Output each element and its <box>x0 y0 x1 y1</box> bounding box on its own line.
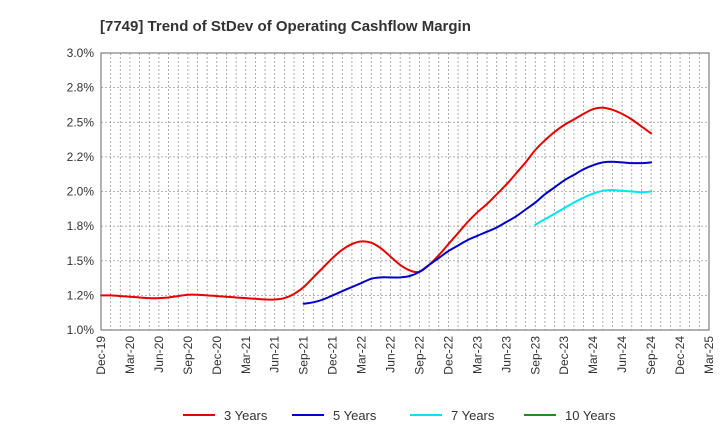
x-tick-label: Sep-23 <box>528 336 542 375</box>
y-tick-label: 1.2% <box>67 288 95 302</box>
y-tick-label: 2.2% <box>67 150 95 164</box>
x-tick-label: Mar-20 <box>123 336 137 374</box>
legend-label-7-years: 7 Years <box>451 408 495 423</box>
chart-title: [7749] Trend of StDev of Operating Cashf… <box>100 18 471 35</box>
x-tick-label: Jun-22 <box>384 336 398 373</box>
plot-frame <box>100 52 710 331</box>
y-tick-label: 2.5% <box>67 115 95 129</box>
x-tick-label: Sep-21 <box>297 336 311 375</box>
legend-label-10-years: 10 Years <box>565 408 616 423</box>
x-axis-ticks: Dec-19 Mar-20 Jun-20 Sep-20 Dec-20 Mar-21 Jun-… <box>94 336 716 375</box>
y-tick-label: 3.0% <box>67 46 95 60</box>
x-tick-label: Jun-23 <box>499 336 513 373</box>
y-tick-label: 2.8% <box>67 81 95 95</box>
legend-label-5-years: 5 Years <box>333 408 377 423</box>
x-tick-label: Dec-19 <box>94 336 108 375</box>
x-tick-label: Mar-25 <box>702 336 716 374</box>
x-tick-label: Jun-21 <box>268 336 282 373</box>
x-tick-label: Dec-21 <box>326 336 340 375</box>
x-tick-label: Sep-22 <box>412 336 426 375</box>
x-tick-label: Sep-24 <box>644 336 658 375</box>
x-tick-label: Dec-23 <box>557 336 571 375</box>
y-tick-label: 1.5% <box>67 254 95 268</box>
legend-label-3-years: 3 Years <box>224 408 268 423</box>
grid <box>100 52 710 331</box>
x-tick-label: Mar-24 <box>586 336 600 374</box>
x-tick-label: Dec-24 <box>673 336 687 375</box>
x-tick-label: Mar-21 <box>239 336 253 374</box>
y-tick-label: 1.8% <box>67 219 95 233</box>
y-tick-label: 1.0% <box>67 323 95 337</box>
series-line-7-years <box>534 189 653 226</box>
x-tick-label: Mar-22 <box>355 336 369 374</box>
x-tick-label: Dec-20 <box>210 336 224 375</box>
x-tick-label: Sep-20 <box>181 336 195 375</box>
y-axis-ticks: 1.0% 1.2% 1.5% 1.8% 2.0% 2.2% 2.5% 2.8% 3.0% <box>67 46 95 337</box>
series-line-5-years <box>302 160 653 305</box>
legend: 3 Years 5 Years 7 Years 10 Years <box>183 408 616 423</box>
x-tick-label: Dec-22 <box>441 336 455 375</box>
y-tick-label: 2.0% <box>67 185 95 199</box>
series-group <box>100 106 653 305</box>
x-tick-label: Jun-20 <box>152 336 166 373</box>
x-tick-label: Jun-24 <box>615 336 629 373</box>
series-line-3-years <box>100 106 653 301</box>
x-tick-label: Mar-23 <box>470 336 484 374</box>
